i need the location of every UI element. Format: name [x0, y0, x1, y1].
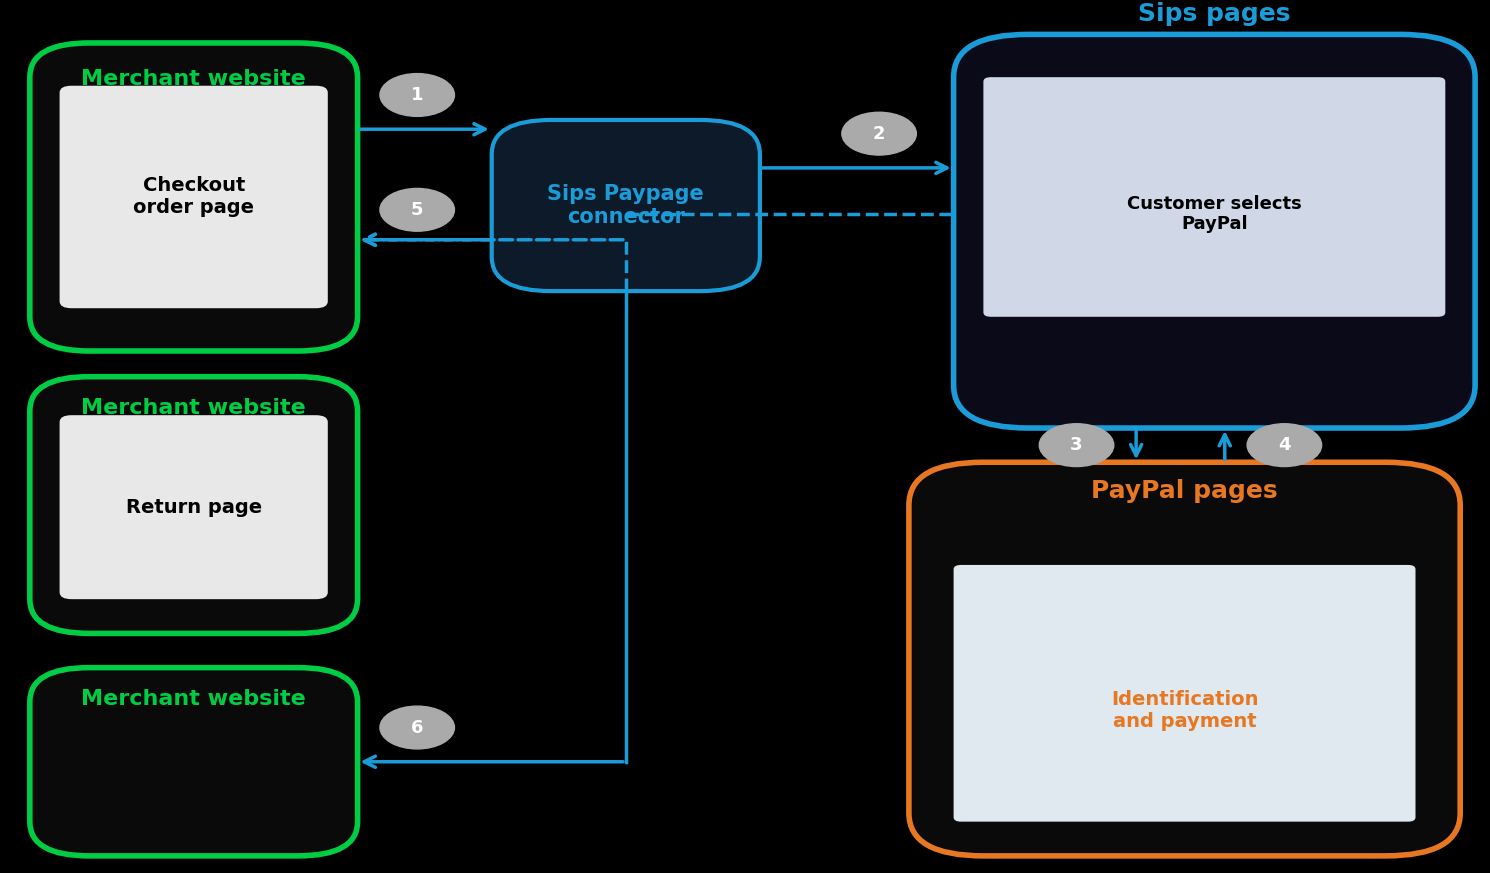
- Circle shape: [842, 113, 916, 155]
- Circle shape: [380, 706, 454, 749]
- Text: 4: 4: [1278, 436, 1290, 454]
- Circle shape: [380, 73, 454, 116]
- Text: Sips pages: Sips pages: [1138, 2, 1290, 26]
- Text: Checkout
order page: Checkout order page: [133, 176, 255, 217]
- FancyBboxPatch shape: [954, 34, 1475, 428]
- Text: Return page: Return page: [125, 498, 262, 517]
- FancyBboxPatch shape: [30, 668, 358, 856]
- FancyBboxPatch shape: [30, 376, 358, 634]
- FancyBboxPatch shape: [909, 462, 1460, 856]
- Text: 2: 2: [873, 125, 885, 142]
- Text: Identification
and payment: Identification and payment: [1112, 690, 1258, 731]
- Text: Sips Paypage
connector: Sips Paypage connector: [547, 184, 705, 227]
- Text: 5: 5: [411, 201, 423, 219]
- Circle shape: [1247, 423, 1322, 466]
- Text: Merchant website: Merchant website: [82, 689, 305, 709]
- Text: 3: 3: [1070, 436, 1083, 454]
- Text: PayPal pages: PayPal pages: [1091, 479, 1278, 504]
- FancyBboxPatch shape: [60, 416, 328, 599]
- Circle shape: [1039, 423, 1113, 466]
- Text: 1: 1: [411, 86, 423, 104]
- Circle shape: [380, 189, 454, 231]
- Text: Merchant website: Merchant website: [82, 398, 305, 418]
- FancyBboxPatch shape: [954, 565, 1416, 821]
- Text: Merchant website: Merchant website: [82, 69, 305, 89]
- Text: Customer selects
PayPal: Customer selects PayPal: [1126, 195, 1302, 233]
- FancyBboxPatch shape: [60, 86, 328, 308]
- FancyBboxPatch shape: [983, 77, 1445, 317]
- FancyBboxPatch shape: [492, 120, 760, 291]
- Text: 6: 6: [411, 718, 423, 737]
- FancyBboxPatch shape: [30, 43, 358, 351]
